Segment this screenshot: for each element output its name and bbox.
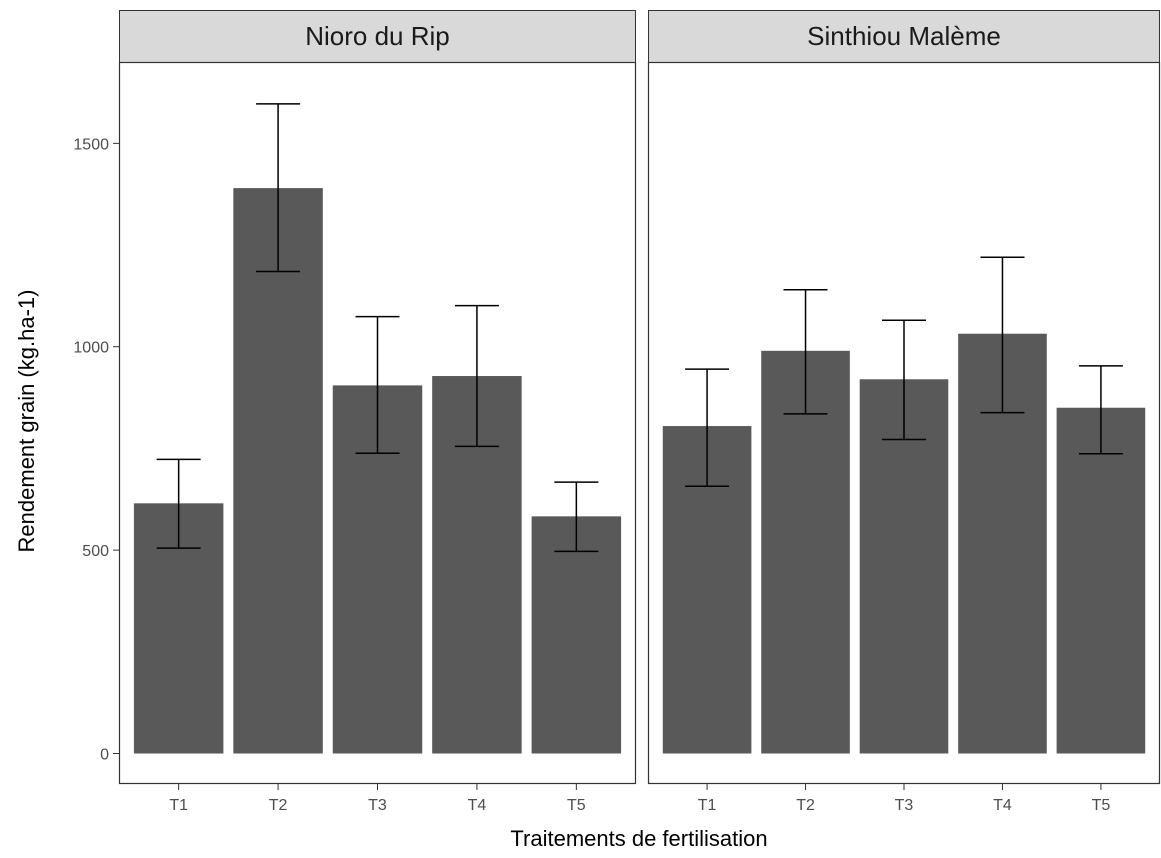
- x-tick-label: T3: [895, 797, 914, 814]
- facet-strip: [119, 10, 636, 63]
- panel-border: [118, 61, 637, 785]
- facet-strip-label: Nioro du Rip: [305, 21, 450, 51]
- x-tick-label: T3: [368, 797, 387, 814]
- y-axis-title: Rendement grain (kg.ha-1): [14, 290, 39, 553]
- bar: [531, 516, 622, 754]
- facet-strip: [648, 10, 1160, 63]
- x-tick-label: T5: [1092, 797, 1111, 814]
- facets: Nioro du Rip T1 T2 T3 T4 T5 Sinthiou Malème T1 T…: [118, 10, 1161, 814]
- x-tick-label: T1: [169, 797, 188, 814]
- x-tick-label: T2: [269, 797, 288, 814]
- y-tick-label: 1500: [73, 136, 109, 153]
- x-axis-title: Traitements de fertilisation: [510, 826, 767, 851]
- y-tick-label: 0: [100, 746, 109, 763]
- facet-panel: Sinthiou Malème T1 T2 T3 T4 T5: [647, 10, 1161, 814]
- bar: [233, 188, 323, 754]
- x-tick-label: T4: [468, 797, 487, 814]
- bar: [1056, 407, 1146, 754]
- y-tick-label: 1000: [73, 340, 109, 357]
- bar: [761, 350, 850, 754]
- x-tick-label: T1: [698, 797, 717, 814]
- bar: [859, 379, 949, 754]
- facet-panel: Nioro du Rip T1 T2 T3 T4 T5: [118, 10, 637, 814]
- x-tick-label: T4: [993, 797, 1012, 814]
- facet-strip-label: Sinthiou Malème: [807, 21, 1001, 51]
- panel-border: [647, 61, 1161, 785]
- x-tick-label: T5: [567, 797, 586, 814]
- y-axis: 0 500 1000 1500: [73, 136, 119, 763]
- y-tick-label: 500: [82, 543, 109, 560]
- x-tick-label: T2: [796, 797, 815, 814]
